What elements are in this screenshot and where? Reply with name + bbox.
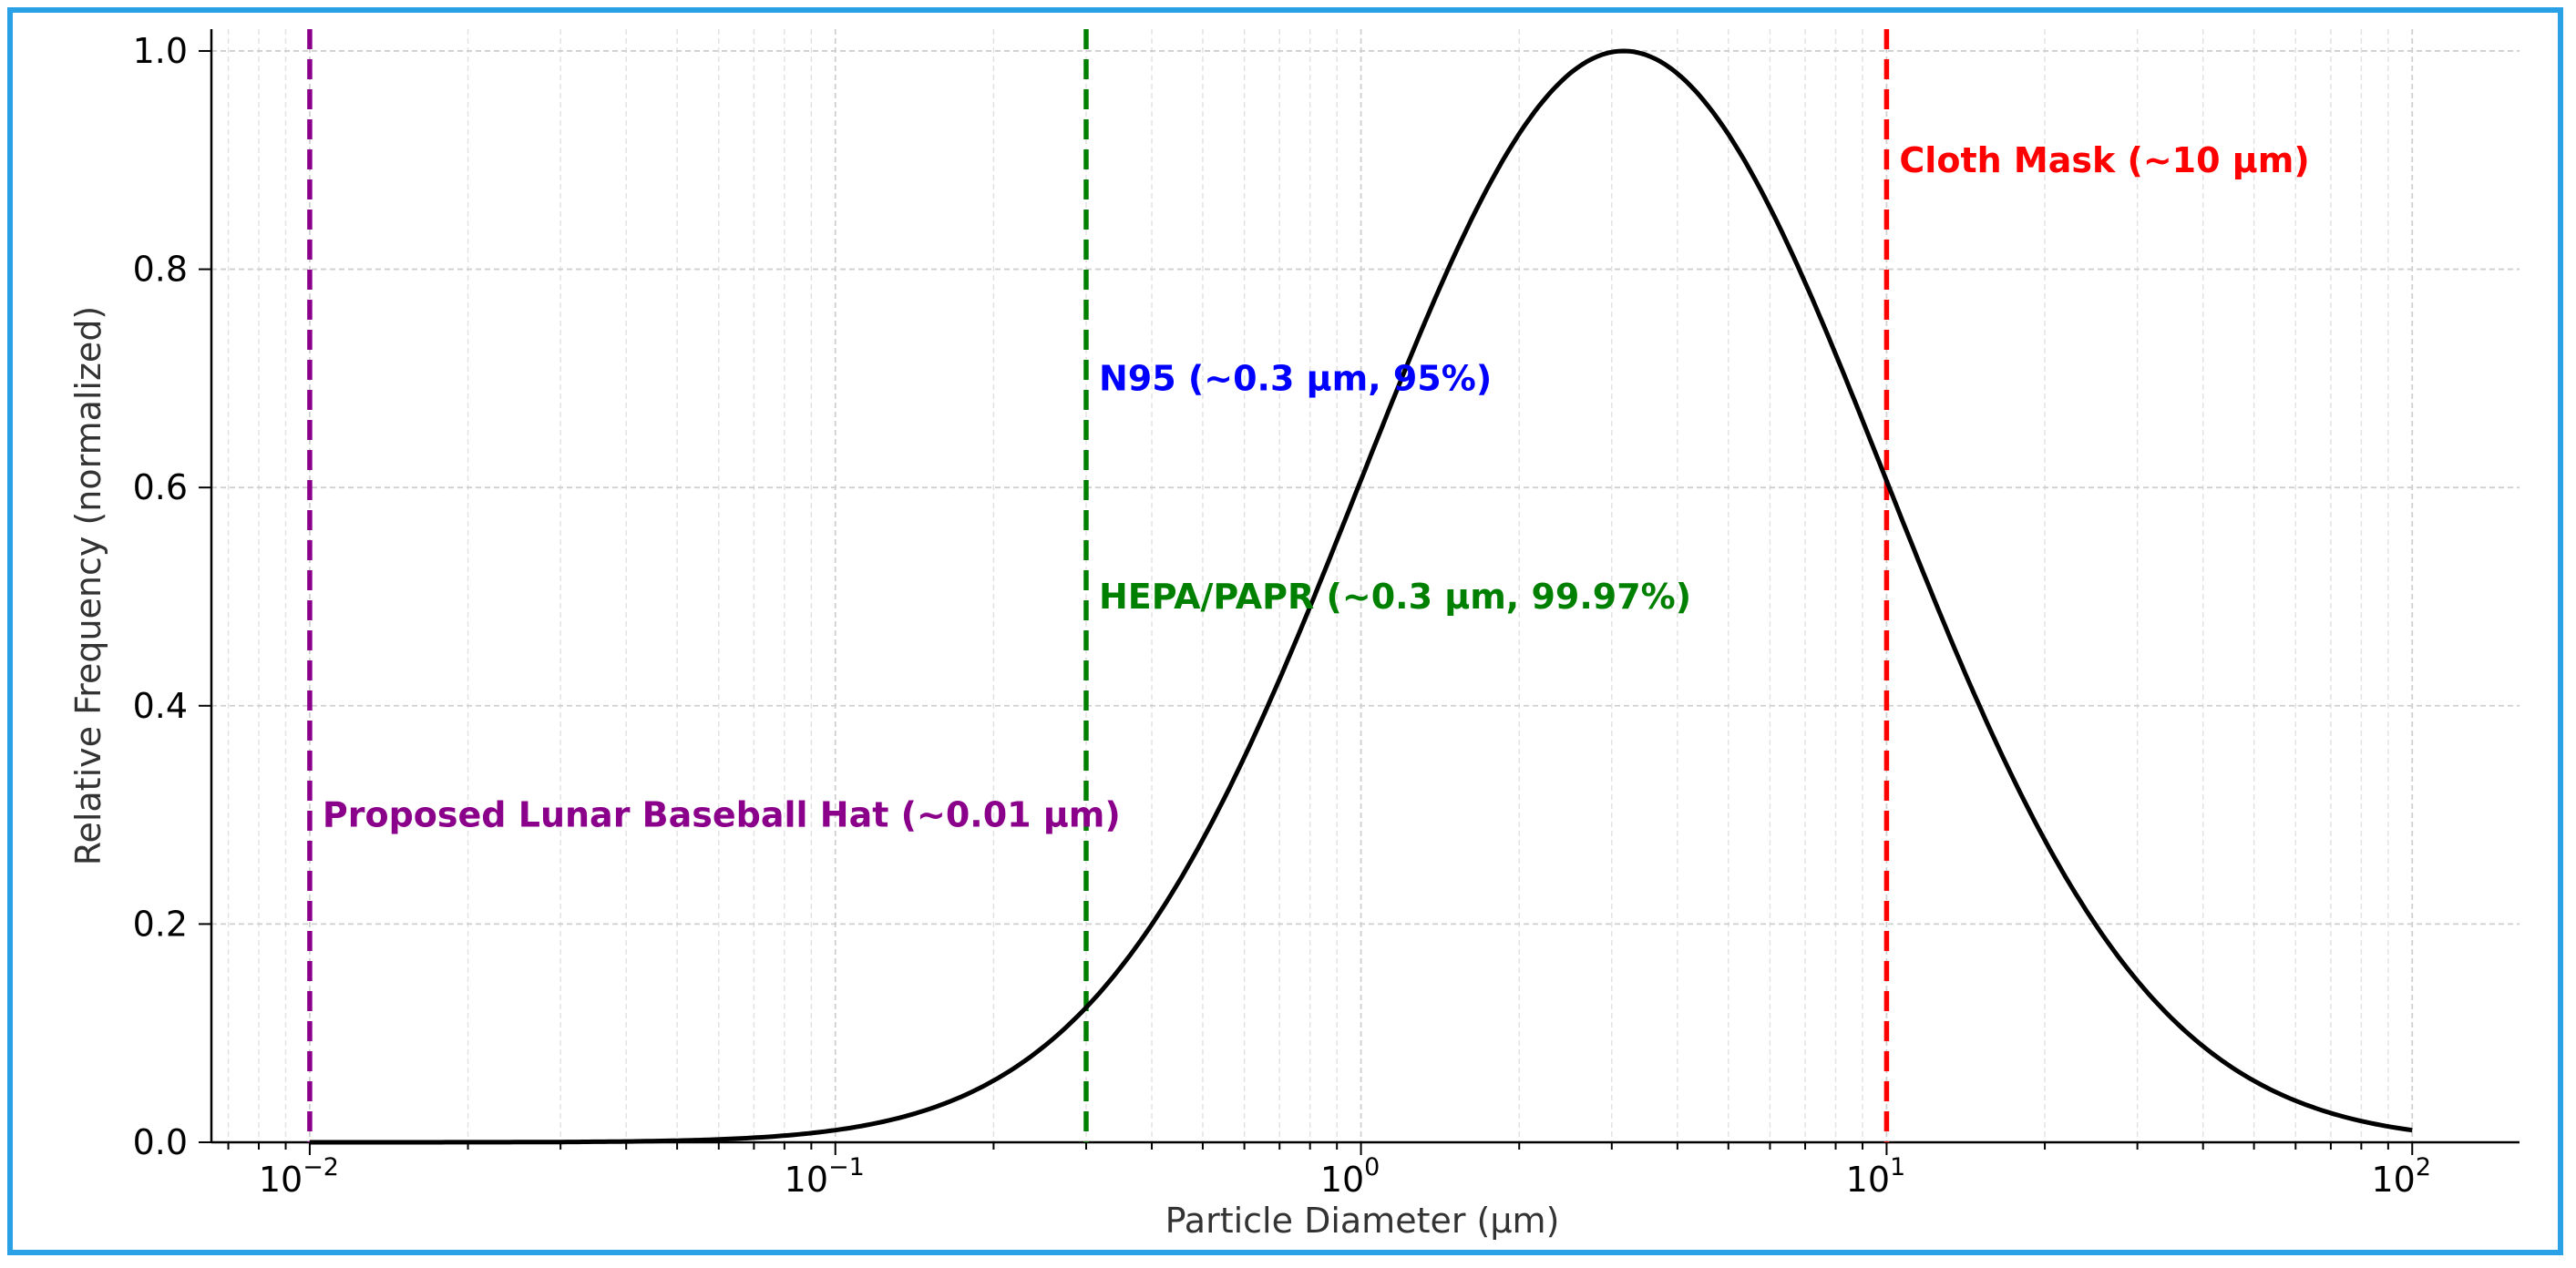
x-tick-label: 10−2 bbox=[259, 1153, 339, 1200]
distribution-curve bbox=[309, 48, 2413, 1145]
x-tick-label: 100 bbox=[1320, 1153, 1380, 1200]
y-tick-label: 1.0 bbox=[133, 31, 188, 71]
y-tick-label: 0.6 bbox=[133, 467, 188, 507]
y-tick-label: 0.4 bbox=[133, 686, 188, 726]
annotations: Cloth Mask (~10 µm) N95 (~0.3 µm, 95%) HEP… bbox=[323, 140, 2310, 835]
x-tick-label: 102 bbox=[2371, 1153, 2431, 1200]
reference-lines bbox=[307, 29, 1890, 1142]
n95-label: N95 (~0.3 µm, 95%) bbox=[1099, 358, 1492, 398]
y-tick-label: 0.8 bbox=[133, 250, 188, 290]
y-axis-title: Relative Frequency (normalized) bbox=[68, 306, 108, 866]
x-axis-title: Particle Diameter (µm) bbox=[1165, 1201, 1560, 1241]
x-tick-label: 10−1 bbox=[785, 1153, 865, 1200]
y-tick-label: 0.0 bbox=[133, 1122, 188, 1162]
y-tick-label: 0.2 bbox=[133, 904, 188, 944]
lunar-hat-label: Proposed Lunar Baseball Hat (~0.01 µm) bbox=[323, 795, 1121, 835]
x-tick-label: 101 bbox=[1846, 1153, 1906, 1200]
cloth-mask-label: Cloth Mask (~10 µm) bbox=[1899, 140, 2309, 180]
hepa-label: HEPA/PAPR (~0.3 µm, 99.97%) bbox=[1099, 577, 1691, 617]
ticks: 0.0 0.2 0.4 0.6 0.8 1.0 10−2 10−1 100 101 102 bbox=[133, 31, 2431, 1200]
